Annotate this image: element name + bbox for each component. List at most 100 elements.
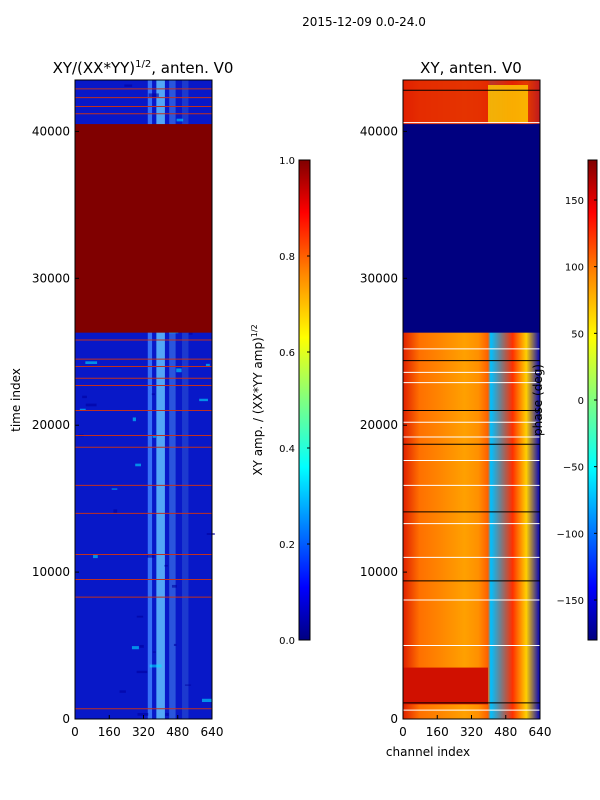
right-y-tick-label: 40000 <box>360 124 398 138</box>
left-noise-patch <box>93 554 98 559</box>
left-noise-patch <box>85 403 97 407</box>
left-noise-patch <box>152 435 156 438</box>
left-noise-patch <box>137 712 149 716</box>
left-colorbar-tick-label: 0.8 <box>279 252 295 263</box>
left-x-tick-label: 480 <box>166 725 189 739</box>
left-noise-patch <box>135 463 141 467</box>
right-y-tick-label: 10000 <box>360 565 398 579</box>
left-colorbar-label-main: XY amp. / (XX*YY amp) <box>251 337 265 475</box>
left-y-axis: 0 10000 20000 30000 40000 <box>32 124 79 726</box>
right-x-tick-label: 0 <box>399 725 407 739</box>
left-noise-patch <box>165 712 169 716</box>
left-x-tick-label: 0 <box>71 725 79 739</box>
right-low-red-region <box>403 667 488 705</box>
right-colorbar-tick-label: 0 <box>578 396 584 407</box>
left-noise-patch <box>206 533 215 536</box>
left-colorbar-gradient <box>298 159 311 641</box>
right-x-axis-label: channel index <box>386 745 470 759</box>
left-channel-stripe <box>147 80 153 719</box>
left-title-exponent: 1/2 <box>135 59 151 70</box>
right-y-tick-label: 0 <box>390 712 398 726</box>
left-colorbar-label-exponent: 1/2 <box>250 324 259 337</box>
left-noise-patch <box>111 488 118 490</box>
right-colorbar-tick-label: 50 <box>571 329 584 340</box>
left-channel-stripe <box>156 80 165 719</box>
right-x-tick-label: 480 <box>494 725 517 739</box>
left-noise-patch <box>199 398 208 402</box>
left-noise-patch <box>148 93 159 97</box>
right-colorbar-tick-label: 100 <box>565 263 584 274</box>
right-colorbar-ticks: −150 −100 −50 0 50 100 150 <box>557 196 597 607</box>
left-noise-patch <box>136 615 144 618</box>
left-y-tick-label: 0 <box>62 712 70 726</box>
left-y-tick-label: 10000 <box>32 565 70 579</box>
left-colorbar-tick-label: 0.0 <box>279 636 295 647</box>
left-panel-title: XY/(XX*YY)1/2, anten. V0 <box>53 59 234 77</box>
left-colorbar-tick-label: 0.4 <box>279 444 295 455</box>
left-heatmap-image <box>75 80 215 719</box>
left-x-tick-label: 160 <box>98 725 121 739</box>
left-y-tick-label: 30000 <box>32 271 70 285</box>
left-saturated-band <box>75 124 212 333</box>
left-noise-patch <box>124 84 133 87</box>
right-x-axis: 0 160 320 480 640 <box>399 715 551 739</box>
left-title-main: XY/(XX*YY) <box>53 59 136 77</box>
right-top-yellow-patch <box>488 85 528 123</box>
left-noise-patch <box>136 670 148 674</box>
left-x-tick-label: 640 <box>201 725 224 739</box>
left-noise-patch <box>176 368 182 373</box>
right-y-tick-label: 30000 <box>360 271 398 285</box>
right-colorbar: phase (deg) −150 −100 −50 0 50 100 150 <box>531 159 598 641</box>
left-noise-patch <box>205 363 210 367</box>
left-y-tick-label: 40000 <box>32 124 70 138</box>
left-noise-patch <box>149 664 162 668</box>
right-heatmap-panel: XY, anten. V0 0 160 320 480 640 0 10000 20000 3… <box>360 59 552 759</box>
left-noise-patch <box>171 584 177 588</box>
left-colorbar-ticks: 0.0 0.2 0.4 0.6 0.8 1.0 <box>279 156 310 647</box>
left-noise-patch <box>184 684 192 686</box>
left-noise-patch <box>139 644 144 648</box>
left-noise-patch <box>132 417 136 422</box>
right-x-tick-label: 640 <box>529 725 552 739</box>
left-noise-patch <box>79 408 86 411</box>
left-title-suffix: , anten. V0 <box>151 59 233 77</box>
left-y-axis-label: time index <box>9 368 23 432</box>
left-colorbar-tick-label: 0.2 <box>279 540 295 551</box>
left-channel-stripe <box>169 80 176 719</box>
right-colorbar-tick-label: −50 <box>563 463 584 474</box>
left-colorbar-label: XY amp. / (XX*YY amp)1/2 <box>250 324 265 475</box>
left-noise-patch <box>147 554 155 558</box>
left-colorbar-tick-label: 1.0 <box>279 156 295 167</box>
left-x-axis: 0 160 320 480 640 <box>71 715 223 739</box>
left-noise-patch <box>188 332 193 335</box>
left-noise-patch <box>131 646 139 650</box>
left-noise-patch <box>82 395 87 399</box>
left-noise-patch <box>119 690 126 693</box>
right-colorbar-tick-label: 150 <box>565 196 584 207</box>
left-noise-patch <box>152 651 156 653</box>
right-y-axis: 0 10000 20000 30000 40000 <box>360 124 407 726</box>
left-colorbar-tick-label: 0.6 <box>279 348 295 359</box>
right-heatmap-image <box>403 80 540 719</box>
right-x-tick-label: 160 <box>426 725 449 739</box>
left-noise-patch <box>164 564 168 567</box>
left-y-tick-label: 20000 <box>32 418 70 432</box>
left-noise-patch <box>176 118 184 122</box>
left-colorbar: 0.0 0.2 0.4 0.6 0.8 1.0 XY amp. / (XX*YY amp)… <box>250 156 311 647</box>
figure-suptitle: 2015-12-09 0.0-24.0 <box>302 15 426 29</box>
right-colorbar-label: phase (deg) <box>531 364 545 436</box>
right-y-tick-label: 20000 <box>360 418 398 432</box>
left-heatmap-panel: XY/(XX*YY)1/2, anten. V0 0 160 320 480 640 0… <box>9 59 233 739</box>
right-x-tick-label: 320 <box>460 725 483 739</box>
right-colorbar-tick-label: −150 <box>557 596 584 607</box>
left-channel-stripe <box>182 80 189 719</box>
right-colorbar-tick-label: −100 <box>557 529 584 540</box>
left-noise-patch <box>173 643 177 646</box>
right-panel-title: XY, anten. V0 <box>420 59 522 77</box>
left-noise-patch <box>113 509 118 514</box>
left-noise-patch <box>151 393 155 396</box>
left-noise-patch <box>85 361 98 364</box>
left-noise-patch <box>201 698 213 703</box>
left-x-tick-label: 320 <box>132 725 155 739</box>
